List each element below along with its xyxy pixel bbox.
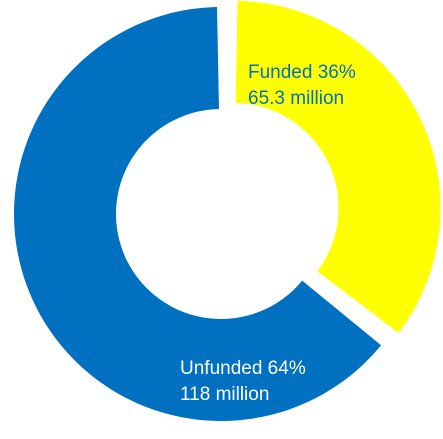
donut-slices (14, 0, 441, 422)
label-unfunded-percent: Unfunded 64% (180, 358, 306, 379)
slice-labels: Funded 36% 65.3 million Unfunded 64% 118 mi… (180, 62, 356, 405)
label-unfunded-value: 118 million (180, 384, 269, 405)
slice-unfunded (14, 7, 382, 422)
label-funded-value: 65.3 million (248, 88, 344, 109)
slice-funded (235, 0, 441, 333)
label-funded-percent: Funded 36% (248, 62, 356, 83)
